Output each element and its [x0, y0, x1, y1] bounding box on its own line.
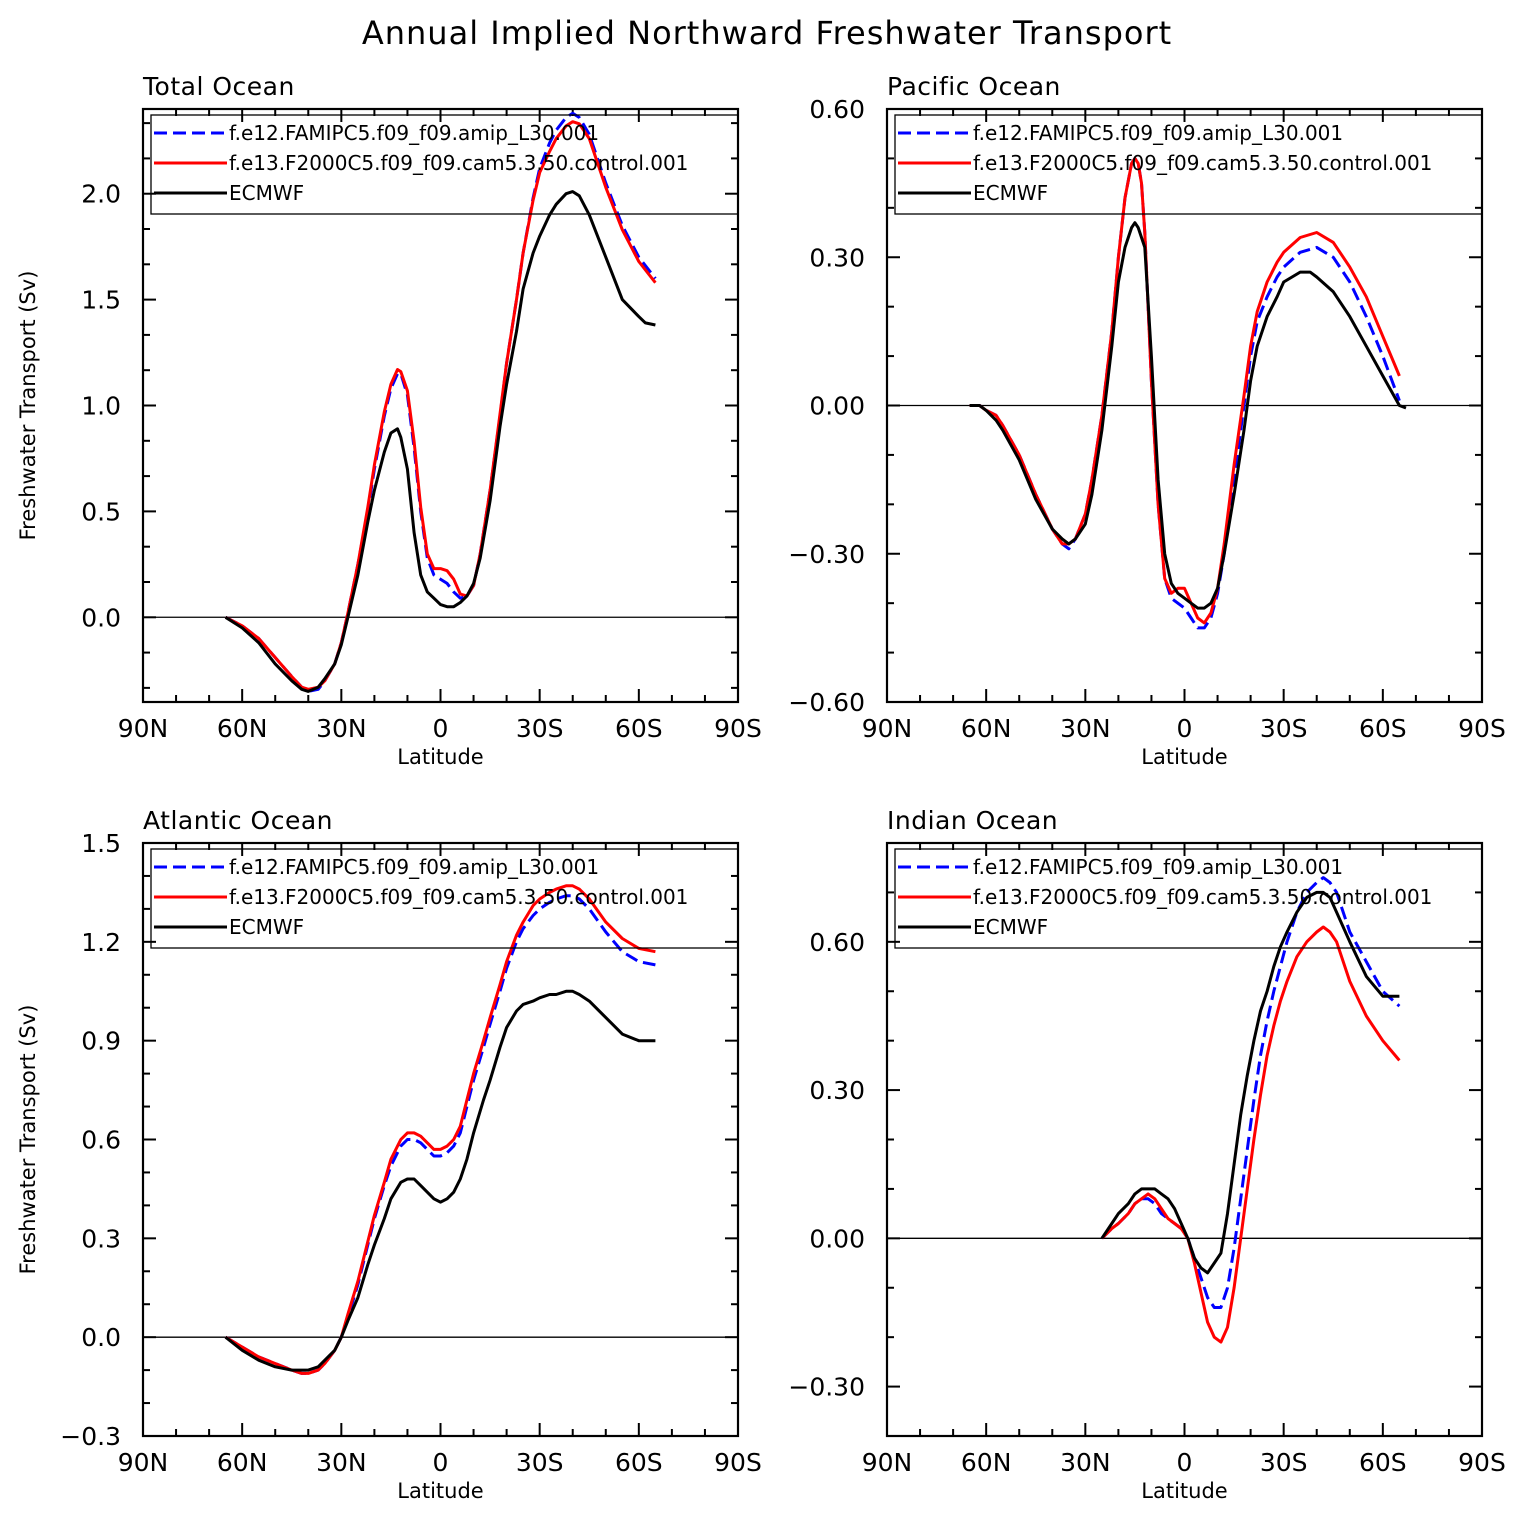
series-line-3	[224, 190, 656, 693]
legend-label-2: f.e13.F2000C5.f09_f09.cam5.3.50.control.…	[229, 151, 688, 175]
x-tick-label: 0	[1177, 714, 1193, 743]
y-tick-label: 1.5	[81, 829, 121, 858]
y-tick-label: 0.0	[81, 603, 121, 632]
legend: f.e12.FAMIPC5.f09_f09.amip_L30.001 f.e13.…	[894, 848, 1483, 949]
legend-label-1: f.e12.FAMIPC5.f09_f09.amip_L30.001	[973, 855, 1343, 879]
series-line-3	[1100, 890, 1400, 1275]
panel-title: Total Ocean	[142, 72, 295, 101]
y-tick-label: −0.30	[788, 1373, 865, 1402]
series-line-1	[969, 156, 1401, 630]
series-line-1	[224, 894, 656, 1375]
x-tick-label: 60S	[615, 1448, 663, 1477]
series-line-3	[969, 221, 1407, 610]
x-tick-label: 60S	[1359, 1448, 1407, 1477]
series-line-2	[1100, 925, 1401, 1344]
panel-2: Pacific Ocean 90N 60N 30N 0 30S 60S 90S −0.60 −0.…	[788, 72, 1505, 769]
y-axis-label: Freshwater Transport (Sv)	[16, 1005, 40, 1275]
legend-label-2: f.e13.F2000C5.f09_f09.cam5.3.50.control.…	[973, 151, 1432, 175]
legend-label-1: f.e12.FAMIPC5.f09_f09.amip_L30.001	[229, 121, 599, 145]
y-tick-label: 0.60	[809, 95, 865, 124]
panel-1: Total Ocean 90N 60N 30N 0 30S 60S 90S 0.0 0.5 1.0 1…	[16, 72, 762, 769]
plot-frame	[141, 107, 740, 704]
y-tick-label: 2.0	[81, 180, 121, 209]
plot-frame	[141, 841, 740, 1438]
series-line-2	[224, 884, 656, 1375]
panel-title: Atlantic Ocean	[143, 806, 333, 835]
x-tick-label: 30N	[316, 1448, 367, 1477]
legend: f.e12.FAMIPC5.f09_f09.amip_L30.001 f.e13.…	[150, 848, 739, 949]
legend: f.e12.FAMIPC5.f09_f09.amip_L30.001 f.e13.…	[894, 114, 1483, 215]
x-tick-label: 90S	[714, 1448, 762, 1477]
y-tick-label: −0.60	[788, 688, 865, 717]
y-tick-label: 0.9	[81, 1027, 121, 1056]
x-tick-label: 90S	[714, 714, 762, 743]
panels: Total Ocean 90N 60N 30N 0 30S 60S 90S 0.0 0.5 1.0 1…	[16, 72, 1506, 1503]
legend-label-3: ECMWF	[973, 915, 1048, 939]
x-axis-label: Latitude	[397, 745, 483, 769]
x-tick-label: 30S	[1260, 1448, 1308, 1477]
x-tick-label: 60N	[217, 714, 268, 743]
x-tick-label: 30S	[516, 1448, 564, 1477]
x-tick-label: 60S	[615, 714, 663, 743]
legend-label-2: f.e13.F2000C5.f09_f09.cam5.3.50.control.…	[229, 885, 688, 909]
y-tick-label: 0.0	[81, 1323, 121, 1352]
legend-label-3: ECMWF	[973, 181, 1048, 205]
y-tick-label: −0.3	[60, 1422, 121, 1451]
x-axis-label: Latitude	[397, 1479, 483, 1503]
series-line-1	[1100, 876, 1401, 1309]
legend-label-3: ECMWF	[229, 915, 304, 939]
panel-3: Atlantic Ocean 90N 60N 30N 0 30S 60S 90S −0.3 0.0…	[16, 806, 762, 1503]
figure-title: Annual Implied Northward Freshwater Tran…	[362, 14, 1172, 52]
x-tick-label: 0	[433, 714, 449, 743]
x-tick-label: 0	[1177, 1448, 1193, 1477]
x-tick-label: 30N	[1060, 1448, 1111, 1477]
x-tick-label: 90N	[118, 714, 169, 743]
x-tick-label: 90S	[1458, 1448, 1506, 1477]
legend-label-2: f.e13.F2000C5.f09_f09.cam5.3.50.control.…	[973, 885, 1432, 909]
y-tick-label: 1.5	[81, 286, 121, 315]
panel-title: Pacific Ocean	[887, 72, 1061, 101]
x-tick-label: 0	[433, 1448, 449, 1477]
legend-label-1: f.e12.FAMIPC5.f09_f09.amip_L30.001	[229, 855, 599, 879]
series-line-1	[224, 111, 657, 693]
y-tick-label: 0.5	[81, 497, 121, 526]
y-tick-label: 1.0	[81, 392, 121, 421]
x-axis-label: Latitude	[1141, 1479, 1227, 1503]
panel-4: Indian Ocean 90N 60N 30N 0 30S 60S 90S −0.30 0.00…	[788, 806, 1505, 1503]
y-tick-label: 0.00	[809, 392, 865, 421]
x-tick-label: 90N	[118, 1448, 169, 1477]
plot-frame	[885, 107, 1484, 704]
series-line-2	[969, 156, 1401, 625]
x-axis-label: Latitude	[1141, 745, 1227, 769]
y-tick-label: 0.3	[81, 1224, 121, 1253]
legend-label-3: ECMWF	[229, 181, 304, 205]
legend-label-1: f.e12.FAMIPC5.f09_f09.amip_L30.001	[973, 121, 1343, 145]
y-tick-label: 0.6	[81, 1126, 121, 1155]
x-tick-label: 30S	[1260, 714, 1308, 743]
y-tick-label: 0.00	[809, 1224, 865, 1253]
y-tick-label: −0.30	[788, 540, 865, 569]
x-tick-label: 90N	[862, 714, 913, 743]
x-tick-label: 60N	[217, 1448, 268, 1477]
x-tick-label: 90N	[862, 1448, 913, 1477]
y-tick-label: 1.2	[81, 928, 121, 957]
panel-title: Indian Ocean	[887, 806, 1058, 835]
x-tick-label: 30N	[1060, 714, 1111, 743]
x-tick-label: 60N	[961, 1448, 1012, 1477]
x-tick-label: 30S	[516, 714, 564, 743]
y-tick-label: 0.60	[809, 928, 865, 957]
series-line-3	[224, 989, 656, 1372]
x-tick-label: 90S	[1458, 714, 1506, 743]
legend: f.e12.FAMIPC5.f09_f09.amip_L30.001 f.e13.…	[150, 114, 739, 215]
y-axis-label: Freshwater Transport (Sv)	[16, 271, 40, 541]
y-tick-label: 0.30	[809, 243, 865, 272]
plot-frame	[885, 841, 1484, 1438]
x-tick-label: 30N	[316, 714, 367, 743]
x-tick-label: 60N	[961, 714, 1012, 743]
y-tick-label: 0.30	[809, 1076, 865, 1105]
x-tick-label: 60S	[1359, 714, 1407, 743]
